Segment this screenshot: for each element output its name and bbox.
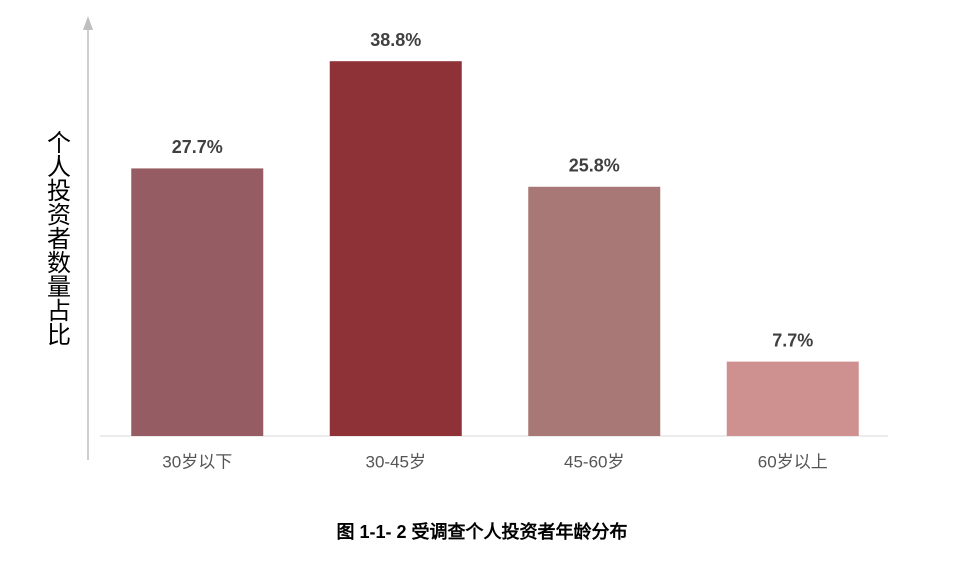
value-label: 25.8% [569, 156, 620, 176]
y-axis-label: 个人投资者数量占比 [43, 130, 71, 346]
x-tick-label: 30岁以下 [162, 452, 232, 471]
x-tick-label: 60岁以上 [758, 452, 828, 471]
bar [528, 186, 661, 436]
bar [329, 61, 462, 436]
y-axis-arrow [83, 16, 93, 30]
x-tick-label: 45-60岁 [564, 452, 624, 471]
value-label: 38.8% [370, 30, 421, 50]
x-tick-label: 30-45岁 [366, 452, 426, 471]
bar [726, 361, 859, 436]
bar [131, 168, 264, 436]
value-label: 27.7% [172, 137, 223, 157]
chart-title: 图 1-1- 2 受调查个人投资者年龄分布 [336, 521, 627, 542]
value-label: 7.7% [772, 330, 813, 350]
